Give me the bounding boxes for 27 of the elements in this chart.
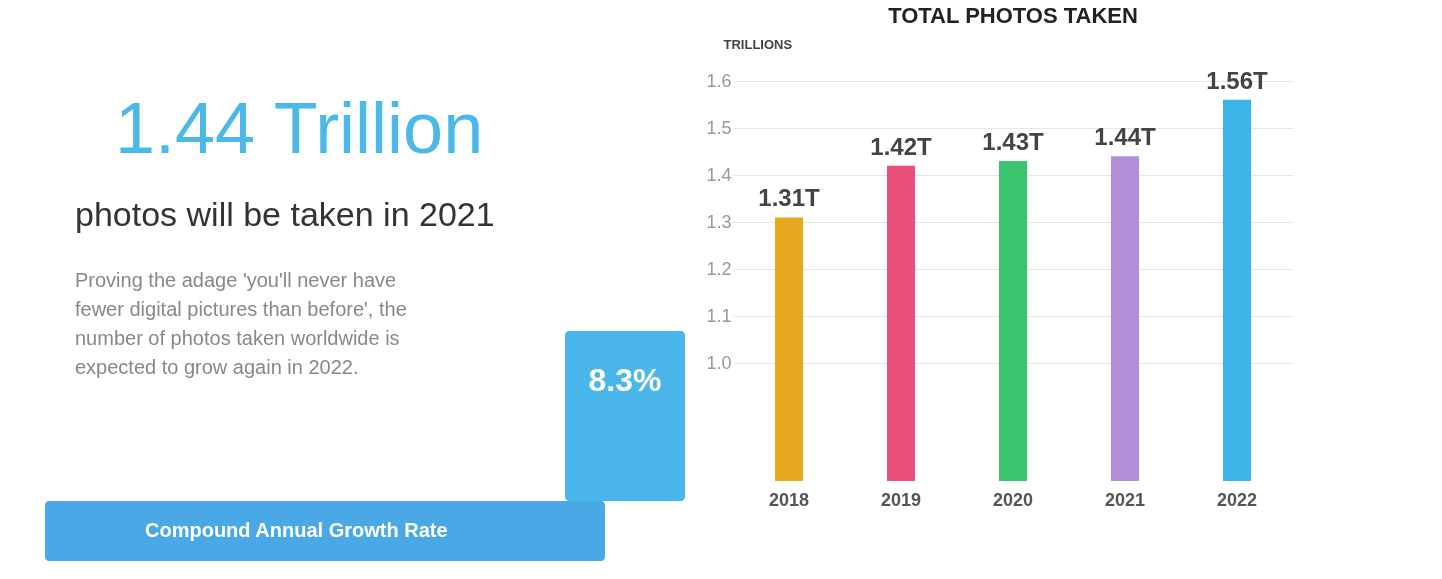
text: number of photos taken worldwide is <box>75 327 400 349</box>
text: expected to grow again in 2022. <box>75 356 359 378</box>
y-tick-label: 1.3 <box>706 211 732 232</box>
data-label: 1.42T <box>870 132 933 160</box>
data-label: 1.31T <box>758 184 821 212</box>
x-tick-label: 2022 <box>1216 489 1258 510</box>
y-tick-label: 1.0 <box>706 352 732 373</box>
y-tick-label: 1.2 <box>706 258 732 279</box>
data-label: 1.43T <box>982 128 1045 155</box>
chart-title: TOTAL PHOTOS TAKEN <box>888 3 1138 28</box>
text: photos will be taken in 2021 <box>75 195 495 233</box>
x-tick-label: 2021 <box>1104 489 1146 510</box>
data-label: 1.44T <box>1094 123 1157 151</box>
text: 1.44 Trillion <box>115 88 484 168</box>
data-label: 1.56T <box>1206 66 1269 94</box>
y-tick-label: 1.4 <box>706 164 732 185</box>
y-tick-label: 1.6 <box>706 70 732 91</box>
x-tick-label: 2018 <box>768 489 810 510</box>
text: fewer digital pictures than before', the <box>75 298 407 320</box>
x-tick-label: 2019 <box>880 489 922 510</box>
text: Compound Annual Growth Rate <box>145 519 448 541</box>
text: Proving the adage 'you'll never have <box>75 269 397 291</box>
y-tick-label: 1.5 <box>706 117 732 138</box>
y-axis-title: TRILLIONS <box>723 36 793 52</box>
text: 8.3% <box>588 362 662 398</box>
x-tick-label: 2020 <box>992 489 1034 510</box>
y-tick-label: 1.1 <box>706 305 732 326</box>
